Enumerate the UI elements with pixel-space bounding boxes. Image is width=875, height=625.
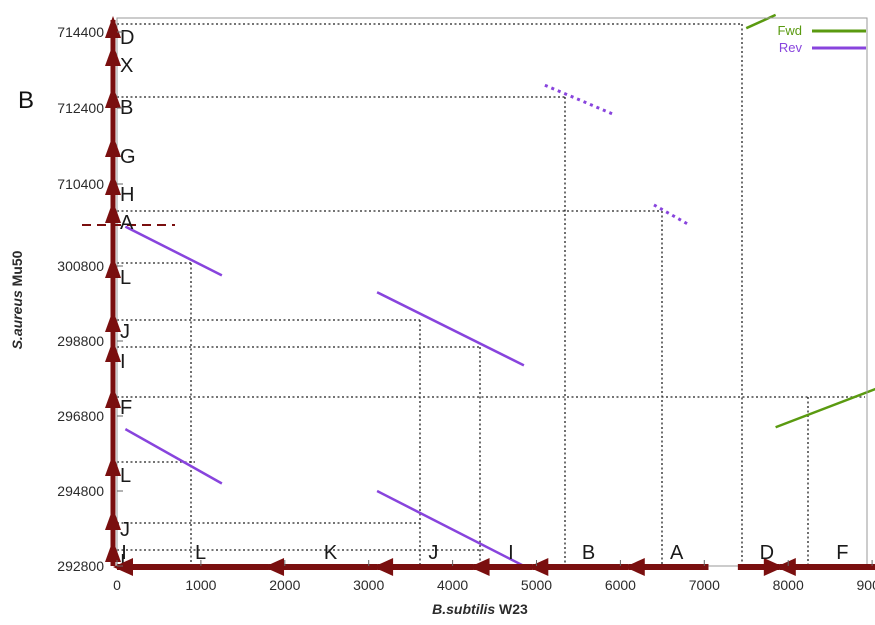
x-gene-arrow xyxy=(469,558,490,576)
x-gene-arrow xyxy=(624,558,645,576)
y-axis-label-strain: Mu50 xyxy=(9,250,25,290)
y-gene-arrow xyxy=(105,173,121,195)
y-gene-arrow xyxy=(105,44,121,66)
y-gene-arrow xyxy=(105,340,121,362)
x-tick-label: 1000 xyxy=(185,577,216,593)
y-gene-label: D xyxy=(120,27,134,49)
y-gene-label: B xyxy=(120,97,133,119)
x-axis-label: B.subtilis W23 xyxy=(432,601,528,617)
y-gene-label: L xyxy=(120,465,131,487)
axes xyxy=(82,17,868,567)
x-gene-arrow xyxy=(264,558,285,576)
x-gene-label: D xyxy=(760,542,774,564)
x-gene-label: F xyxy=(836,542,848,564)
y-gene-arrow xyxy=(105,454,121,476)
x-axis-label-strain: W23 xyxy=(495,601,528,617)
panel-label: B xyxy=(18,87,34,114)
y-gene-arrow xyxy=(105,540,121,562)
y-gene-label: F xyxy=(120,397,132,419)
y-gene-label: G xyxy=(120,146,136,168)
series-segment-rev xyxy=(376,291,525,367)
x-tick-label: 2000 xyxy=(269,577,300,593)
series-segment-rev xyxy=(124,225,223,277)
plot-frame xyxy=(116,17,868,567)
x-gene-label: B xyxy=(582,542,595,564)
x-tick-label: 9000 xyxy=(857,577,875,593)
legend-label-fwd: Fwd xyxy=(777,23,802,38)
y-tick-label: 300800 xyxy=(57,258,104,274)
y-tick-label: 292800 xyxy=(57,558,104,574)
y-gene-label: J xyxy=(120,519,130,541)
x-gene-label: A xyxy=(670,542,684,564)
x-tick-label: 7000 xyxy=(689,577,720,593)
y-gene-label: H xyxy=(120,184,134,206)
y-axis-label-species: S.aureus xyxy=(9,290,25,349)
y-gene-label: L xyxy=(120,267,131,289)
y-gene-label: J xyxy=(120,321,130,343)
y-gene-arrow xyxy=(105,508,121,530)
x-tick-label: 6000 xyxy=(605,577,636,593)
x-gene-arrow xyxy=(763,558,784,576)
x-gene-arrow xyxy=(775,558,796,576)
series-segment-fwd xyxy=(775,387,875,429)
series-segment-rev xyxy=(653,203,689,226)
x-tick-label: 0 xyxy=(113,577,121,593)
y-gene-arrow xyxy=(105,386,121,408)
y-tick-label: 298800 xyxy=(57,333,104,349)
guide-lines xyxy=(117,23,865,566)
alignment-series xyxy=(124,13,875,568)
y-gene-arrow xyxy=(105,310,121,332)
x-gene-label: J xyxy=(428,542,438,564)
series-segment-rev xyxy=(124,428,223,485)
x-gene-arrow xyxy=(373,558,394,576)
y-gene-label: X xyxy=(120,55,133,77)
y-axis-label: S.aureus Mu50 xyxy=(9,250,25,349)
x-tick-label: 8000 xyxy=(773,577,804,593)
x-gene-arrow xyxy=(528,558,549,576)
x-tick-label: 4000 xyxy=(437,577,468,593)
y-gene-label: A xyxy=(120,212,134,234)
y-tick-label: 712400 xyxy=(57,100,104,116)
y-tick-label: 296800 xyxy=(57,408,104,424)
series-segment-rev xyxy=(544,83,613,116)
x-gene-label: I xyxy=(508,542,514,564)
y-gene-arrow xyxy=(105,201,121,223)
y-tick-label: 714400 xyxy=(57,24,104,40)
x-gene-label: K xyxy=(324,542,338,564)
y-gene-arrow xyxy=(105,86,121,108)
y-gene-label: I xyxy=(120,351,126,373)
tick-labels: 0 1000 2000 3000 4000 5000 6000 7000 8000 9000 714… xyxy=(57,24,875,593)
x-gene-label: L xyxy=(195,542,206,564)
y-gene-arrow xyxy=(105,135,121,157)
y-tick-label: 710400 xyxy=(57,176,104,192)
series-segment-fwd xyxy=(745,13,777,30)
y-gene-arrow xyxy=(105,256,121,278)
x-axis-label-species: B.subtilis xyxy=(432,601,495,617)
y-gene-arrow xyxy=(105,16,121,38)
series-segment-rev xyxy=(376,489,525,568)
x-tick-label: 5000 xyxy=(521,577,552,593)
legend: Fwd Rev xyxy=(777,23,866,55)
y-gene-label: I xyxy=(120,551,126,573)
y-tick-label: 294800 xyxy=(57,483,104,499)
x-gene-arrow xyxy=(113,558,133,576)
x-gene-label: I xyxy=(121,542,127,564)
legend-label-rev: Rev xyxy=(779,40,803,55)
x-tick-label: 3000 xyxy=(353,577,384,593)
